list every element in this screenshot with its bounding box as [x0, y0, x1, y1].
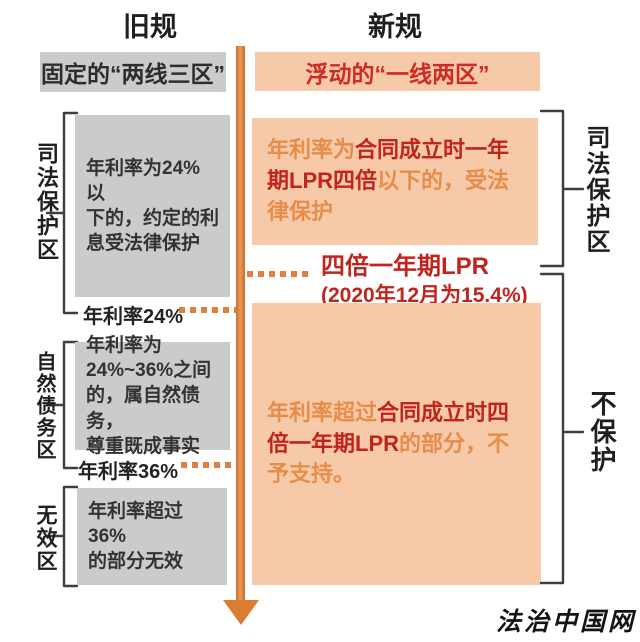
old-zone3-box: 年利率超过36% 的部分无效: [77, 488, 227, 585]
new-unprotected-text: 年利率超过合同成立时四倍一年期LPR的部分，不予支持。: [267, 398, 526, 490]
old-rules-column-title: 旧规: [123, 12, 177, 42]
new-unprotected-seg1: 年利率超过: [267, 399, 378, 425]
old-zone2-label: 自然债务区: [33, 351, 55, 461]
old-zone2-bracket: [45, 340, 79, 470]
lpr-threshold-title: 四倍一年期LPR: [321, 253, 489, 280]
lpr-threshold-note: (2020年12月为15.4%): [321, 283, 528, 307]
new-protected-seg3: 以下的，受法律保护: [267, 168, 510, 224]
old-zone3-label: 无效区: [34, 503, 57, 573]
new-zone2-bracket: [539, 272, 585, 585]
old-rules-banner: 固定的“两线三区”: [40, 52, 226, 92]
new-unprotected-box: 年利率超过合同成立时四倍一年期LPR的部分，不予支持。: [252, 303, 541, 585]
threshold-36-dotted-line: [181, 462, 236, 468]
new-zone1-label: 司法保护区: [582, 124, 609, 255]
new-zone1-bracket: [539, 109, 585, 268]
new-protected-seg2: 合同成立时一年期LPR四倍: [267, 137, 510, 194]
old-zone3-bracket: [45, 485, 79, 588]
old-zone2-box: 年利率为 24%~36%之间 的，属自然债务， 尊重既成事实: [75, 335, 230, 457]
new-protected-text: 年利率为合同成立时一年期LPR四倍以下的，受法律保护: [267, 135, 523, 227]
new-unprotected-seg3: 的部分，不予支持。: [267, 430, 510, 487]
new-protected-box: 年利率为合同成立时一年期LPR四倍以下的，受法律保护: [252, 118, 538, 245]
new-protected-seg1: 年利率为: [267, 137, 356, 163]
down-arrow-icon: [223, 600, 259, 625]
new-unprotected-seg2: 合同成立时四倍一年期LPR: [267, 399, 510, 456]
old-zone1-bracket: [45, 111, 79, 315]
lpr-threshold-annotation: 四倍一年期LPR (2020年12月为15.4%): [321, 253, 551, 308]
old-threshold-36-label: 年利率36%: [78, 461, 179, 483]
new-rules-column-title: 新规: [368, 12, 422, 42]
old-zone1-label: 司法保护区: [34, 142, 59, 262]
lpr-threshold-dotted-line: [247, 271, 309, 277]
threshold-24-dotted-line: [179, 307, 236, 313]
old-threshold-24-label: 年利率24%: [83, 306, 184, 328]
center-axis-arrow-line: [236, 46, 245, 603]
new-zone2-label: 不保护: [587, 390, 617, 474]
new-rules-banner: 浮动的“一线两区”: [255, 52, 540, 91]
watermark: 法治中国网: [495, 607, 636, 636]
old-zone1-box: 年利率为24%以 下的，约定的利 息受法律保护: [75, 115, 230, 297]
